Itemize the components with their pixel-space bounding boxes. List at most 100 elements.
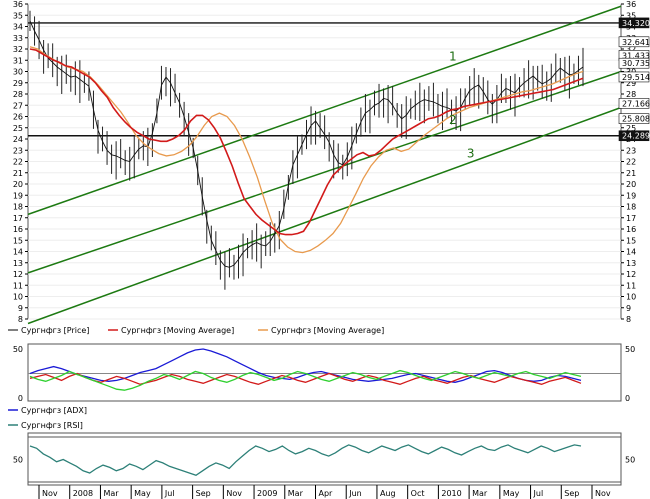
legend-label: Сургнфгз [Moving Average] (121, 326, 234, 335)
x-tick-label: Jul (533, 489, 544, 498)
price-y-tick-label: 14 (626, 248, 636, 257)
price-label-box (618, 130, 650, 142)
channel-label: 2 (449, 113, 457, 127)
price-y-tick-label: 18 (626, 203, 636, 212)
x-tick-label: Nov (226, 489, 242, 498)
price-label: 31.4330 (622, 51, 650, 60)
x-tick-label: Nov (42, 489, 58, 498)
x-tick-label: Sep (564, 489, 579, 498)
x-tick-label: Oct (411, 489, 425, 498)
price-y-tick-label: 34 (13, 23, 23, 32)
price-y-tick-label: 16 (626, 225, 636, 234)
price-y-tick-label: 11 (626, 281, 636, 290)
price-label-box (618, 36, 650, 48)
rsi-reference-lines (28, 436, 621, 483)
price-y-tick-label: 8 (626, 315, 631, 324)
adx-tick-label: 0 (625, 394, 630, 403)
price-value-labels: 34.3208 32.6414 31.433030.7351 29.5149 27.16… (618, 17, 650, 142)
adx-tick-label: 50 (625, 345, 635, 354)
price-label-box (618, 98, 650, 109)
channel-line (27, 106, 622, 325)
price-label: 32.6414 (622, 38, 650, 47)
price-y-tick-label: 25 (13, 124, 23, 133)
adx-tick-label: 0 (18, 394, 23, 403)
price-y-tick-label: 35 (13, 11, 23, 20)
price-y-tick-label: 10 (13, 293, 23, 302)
rsi-legend: Сургнфгз [RSI] (8, 421, 83, 430)
price-y-tick-label: 27 (13, 101, 23, 110)
x-tick-label: May (503, 489, 520, 498)
rsi-tick-label: 50 (625, 456, 635, 465)
price-y-tick-label: 25 (626, 124, 636, 133)
price-y-tick-label: 29 (13, 79, 23, 88)
price-y-tick-label: 24 (13, 135, 23, 144)
price-y-tick-label: 22 (626, 158, 636, 167)
price-y-tick-label: 13 (13, 259, 23, 268)
channel-line (27, 5, 622, 216)
channel-labels: 1 2 3 (449, 50, 474, 161)
trend-channels (27, 5, 622, 325)
adx-tick-label: 50 (13, 345, 23, 354)
price-y-tick-label: 28 (626, 90, 636, 99)
x-tick-label: Sep (196, 489, 211, 498)
x-tick-label: 2008 (73, 489, 93, 498)
price-label: 34.3208 (622, 19, 650, 28)
price-y-tick-label: 23 (626, 146, 636, 155)
price-y-tick-label: 21 (13, 169, 23, 178)
price-y-tick-label: 32 (13, 45, 23, 54)
adx-legend: Сургнфгз [ADX] (8, 406, 87, 415)
price-y-axis-right: 8910111213141516171819202122232425262728… (621, 0, 636, 324)
price-y-tick-label: 15 (13, 236, 23, 245)
price-label-box (618, 113, 650, 124)
price-y-tick-label: 19 (13, 191, 23, 200)
rsi-series (29, 444, 582, 477)
rsi-tick-label: 50 (13, 456, 23, 465)
price-label: 29.5149 (622, 73, 650, 82)
price-y-tick-label: 12 (626, 270, 636, 279)
adx-series-line-0 (29, 348, 582, 383)
price-label-box (618, 17, 650, 29)
price-y-tick-label: 32 (626, 45, 636, 54)
price-legend: Сургнфгз [Price] Сургнфгз [Moving Average… (8, 326, 384, 335)
price-y-tick-label: 33 (13, 34, 23, 43)
x-tick-label: 2010 (441, 489, 461, 498)
price-y-tick-label: 30 (13, 68, 23, 77)
price-y-tick-label: 35 (626, 11, 636, 20)
legend-label: Сургнфгз [Price] (21, 326, 89, 335)
price-y-tick-label: 18 (13, 203, 23, 212)
rsi-line (29, 444, 582, 477)
price-y-tick-label: 20 (13, 180, 23, 189)
price-y-tick-label: 23 (13, 146, 23, 155)
x-tick-label: Apr (319, 489, 334, 498)
price-label: 24.2897 (622, 132, 650, 141)
price-y-tick-label: 17 (13, 214, 23, 223)
price-gridlines (28, 3, 621, 320)
x-tick-label: Mar (472, 489, 488, 498)
channel-line (27, 70, 622, 274)
price-y-tick-label: 12 (13, 270, 23, 279)
price-y-tick-label: 9 (18, 304, 23, 313)
legend-label: Сургнфгз [Moving Average] (271, 326, 384, 335)
price-y-tick-label: 16 (13, 225, 23, 234)
adx-series (29, 348, 582, 391)
price-label: 30.7351 (622, 59, 650, 68)
price-y-tick-label: 8 (18, 315, 23, 324)
price-y-tick-label: 15 (626, 236, 636, 245)
adx-series-line-1 (29, 372, 582, 385)
x-axis: Nov 2008 Mar May Jul Sep Nov 2009 Mar Apr Jun Aug Oc… (38, 485, 611, 499)
x-tick-label: Nov (595, 489, 611, 498)
adx-series-line-2 (29, 369, 582, 391)
price-y-tick-label: 10 (626, 293, 636, 302)
price-y-tick-label: 14 (13, 248, 23, 257)
price-label-box (618, 71, 650, 83)
price-label-box (618, 57, 650, 69)
x-tick-label: Aug (380, 489, 396, 498)
price-line (29, 20, 584, 268)
x-tick-label: Jul (164, 489, 175, 498)
x-tick-label: May (134, 489, 151, 498)
price-y-tick-label: 29 (626, 79, 636, 88)
price-y-tick-label: 11 (13, 281, 23, 290)
price-y-tick-label: 9 (626, 304, 631, 313)
price-y-tick-label: 19 (626, 191, 636, 200)
